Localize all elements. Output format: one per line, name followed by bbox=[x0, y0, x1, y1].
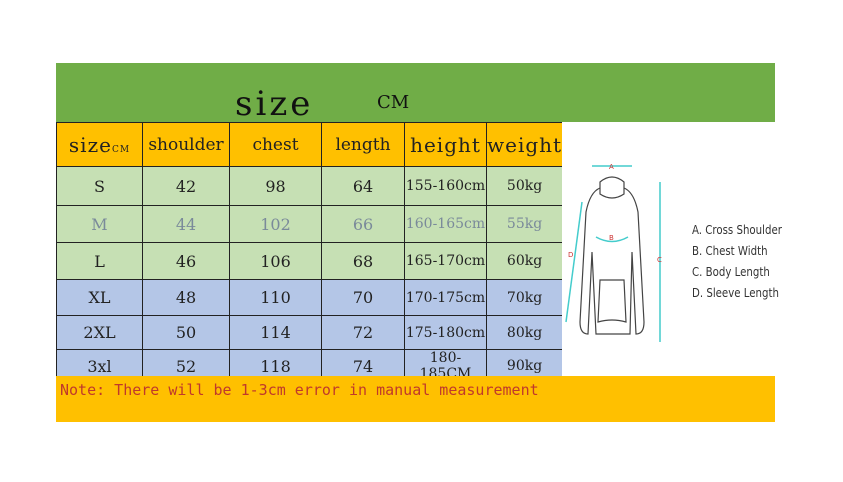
label-a: A bbox=[609, 163, 614, 171]
cell-length: 68 bbox=[321, 242, 405, 280]
cell-height: 165-170cm bbox=[404, 242, 487, 280]
cell-size: L bbox=[56, 242, 143, 280]
header-chest: chest bbox=[229, 122, 322, 167]
cell-chest: 98 bbox=[229, 166, 322, 206]
cell-height: 175-180cm bbox=[404, 315, 487, 350]
cell-height: 155-160cm bbox=[404, 166, 487, 206]
cell-weight: 70kg bbox=[485, 279, 564, 316]
cell-length: 72 bbox=[321, 315, 405, 350]
cell-shoulder: 44 bbox=[142, 205, 230, 243]
unit-label: CM bbox=[377, 92, 410, 113]
header-height: height bbox=[404, 122, 487, 167]
cell-chest: 102 bbox=[229, 205, 322, 243]
title-banner bbox=[56, 63, 775, 122]
cell-shoulder: 50 bbox=[142, 315, 230, 350]
table-row: S 42 98 64 155-160cm 50kg bbox=[56, 166, 564, 206]
cell-chest: 106 bbox=[229, 242, 322, 280]
size-table: sizeCM shoulder chest length height weig… bbox=[56, 122, 564, 383]
hoodie-diagram: A B C D bbox=[562, 122, 775, 376]
table-row: L 46 106 68 165-170cm 60kg bbox=[56, 242, 564, 280]
cell-chest: 114 bbox=[229, 315, 322, 350]
cell-size: S bbox=[56, 166, 143, 206]
legend-item: C. Body Length bbox=[692, 265, 770, 279]
cell-weight: 55kg bbox=[485, 205, 564, 243]
table-row: M 44 102 66 160-165cm 55kg bbox=[56, 205, 564, 243]
header-weight: weight bbox=[485, 122, 564, 167]
header-length: length bbox=[321, 122, 405, 167]
cell-size: 2XL bbox=[56, 315, 143, 350]
header-row: sizeCM shoulder chest length height weig… bbox=[56, 122, 564, 167]
cell-length: 70 bbox=[321, 279, 405, 316]
header-size: sizeCM bbox=[56, 122, 143, 167]
legend-item: A. Cross Shoulder bbox=[692, 223, 782, 237]
cell-weight: 50kg bbox=[485, 166, 564, 206]
label-c: C bbox=[657, 256, 662, 264]
note-text: Note: There will be 1-3cm error in manua… bbox=[60, 381, 539, 399]
cell-weight: 80kg bbox=[485, 315, 564, 350]
cell-chest: 110 bbox=[229, 279, 322, 316]
cell-height: 170-175cm bbox=[404, 279, 487, 316]
legend-item: D. Sleeve Length bbox=[692, 286, 779, 300]
cell-shoulder: 42 bbox=[142, 166, 230, 206]
cell-height: 160-165cm bbox=[404, 205, 487, 243]
measurement-legend: A. Cross Shoulder B. Chest Width C. Body… bbox=[692, 220, 782, 304]
note-banner: Note: There will be 1-3cm error in manua… bbox=[56, 376, 775, 422]
cell-length: 66 bbox=[321, 205, 405, 243]
table-row: XL 48 110 70 170-175cm 70kg bbox=[56, 279, 564, 316]
cell-size: M bbox=[56, 205, 143, 243]
cell-length: 64 bbox=[321, 166, 405, 206]
legend-item: B. Chest Width bbox=[692, 244, 768, 258]
label-b: B bbox=[609, 234, 614, 242]
label-d: D bbox=[568, 251, 573, 259]
cell-shoulder: 48 bbox=[142, 279, 230, 316]
cell-shoulder: 46 bbox=[142, 242, 230, 280]
table-row: 2XL 50 114 72 175-180cm 80kg bbox=[56, 315, 564, 350]
header-shoulder: shoulder bbox=[142, 122, 230, 167]
chart-title: size bbox=[235, 84, 314, 124]
hoodie-icon: A B C D bbox=[565, 163, 662, 342]
cell-weight: 60kg bbox=[485, 242, 564, 280]
cell-size: XL bbox=[56, 279, 143, 316]
